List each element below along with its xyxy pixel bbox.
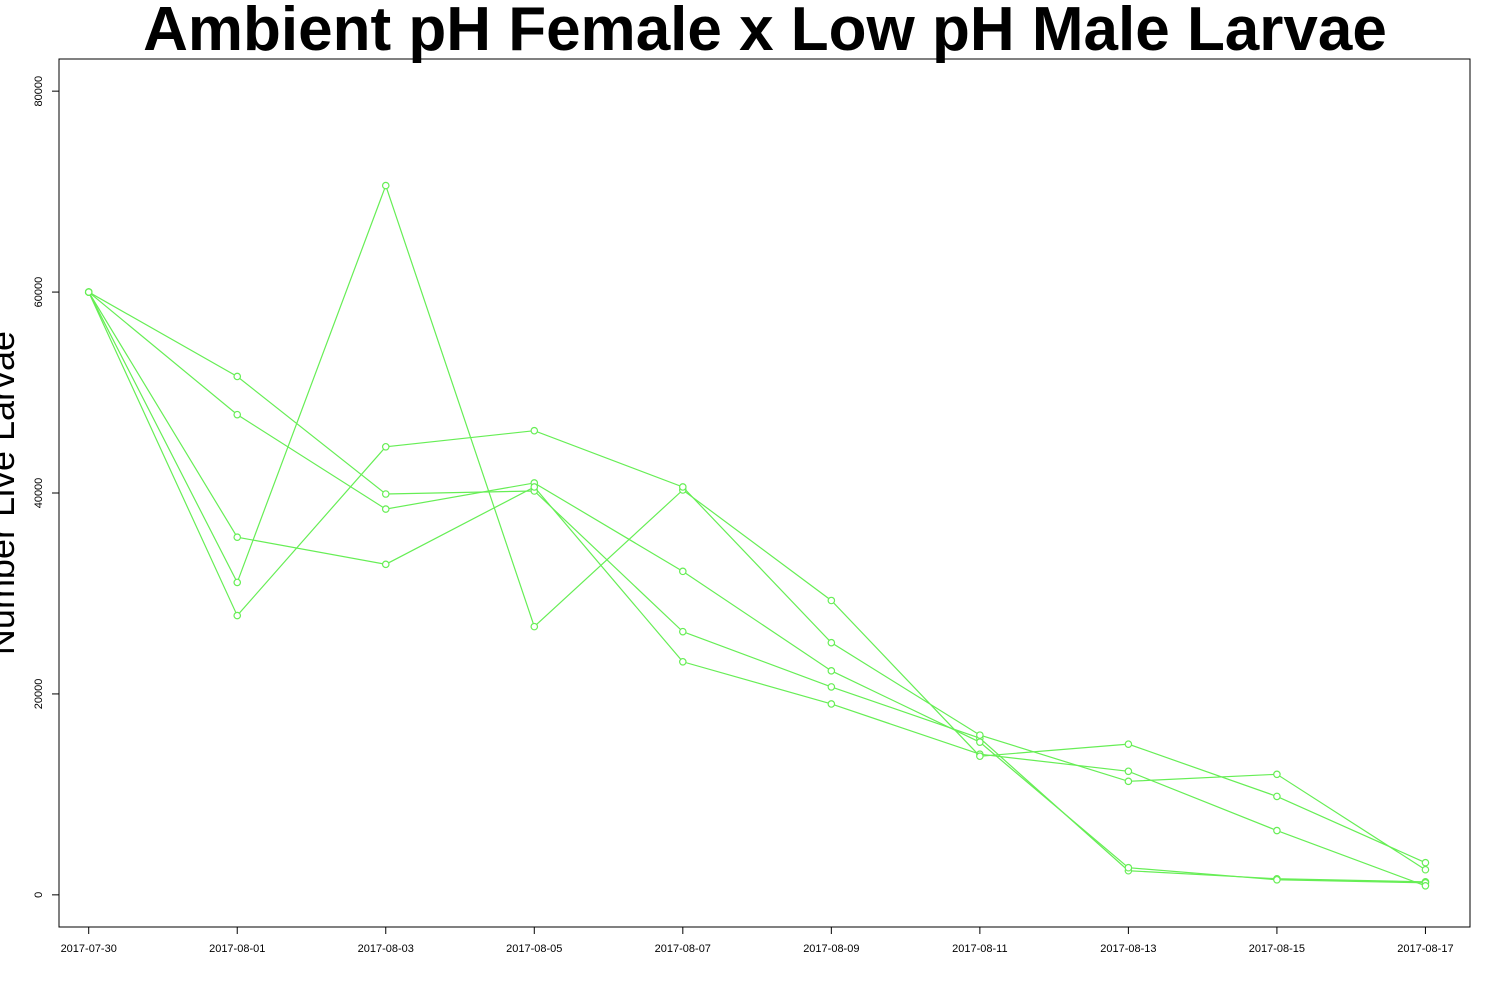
data-point bbox=[381, 181, 390, 190]
y-axis-label: Number Live Larvae bbox=[0, 331, 22, 655]
series-4 bbox=[84, 181, 1430, 867]
series-line bbox=[88, 183, 1426, 864]
x-tick-label: 2017-08-03 bbox=[358, 943, 414, 955]
data-point bbox=[1273, 792, 1281, 801]
data-point bbox=[1421, 858, 1430, 867]
series-3 bbox=[84, 288, 1430, 890]
x-tick-label: 2017-08-09 bbox=[803, 943, 859, 955]
series-line bbox=[88, 291, 1426, 887]
data-point bbox=[381, 442, 390, 451]
data-point bbox=[679, 657, 687, 666]
data-point bbox=[233, 372, 242, 381]
data-point bbox=[679, 567, 687, 576]
series-line bbox=[88, 291, 1426, 883]
axes: 2017-07-30 2017-08-01 2017-08-03 2017-08-05… bbox=[33, 76, 1454, 955]
data-point bbox=[233, 533, 242, 542]
y-tick-label: 80000 bbox=[33, 76, 45, 107]
data-point bbox=[84, 288, 93, 296]
series-5 bbox=[84, 288, 1430, 874]
data-point bbox=[1124, 767, 1133, 776]
x-tick-label: 2017-08-15 bbox=[1249, 943, 1305, 955]
x-tick-label: 2017-08-11 bbox=[952, 943, 1007, 955]
data-point bbox=[1421, 865, 1430, 874]
data-point bbox=[381, 560, 390, 569]
data-point bbox=[1124, 777, 1133, 786]
series-1 bbox=[84, 288, 1430, 886]
x-tick-label: 2017-08-17 bbox=[1397, 943, 1453, 955]
data-point bbox=[976, 731, 984, 739]
data-point bbox=[679, 627, 687, 636]
data-point bbox=[1273, 875, 1281, 884]
x-tick-label: 2017-08-07 bbox=[655, 943, 711, 955]
data-point bbox=[679, 483, 687, 491]
series-2 bbox=[84, 288, 1430, 887]
y-tick-label: 20000 bbox=[33, 679, 45, 710]
y-tick-label: 40000 bbox=[33, 478, 45, 509]
data-point bbox=[233, 611, 242, 620]
y-tick-label: 0 bbox=[33, 892, 45, 898]
chart-title: Ambient pH Female x Low pH Male Larvae bbox=[143, 0, 1387, 64]
data-point bbox=[827, 667, 836, 675]
data-point bbox=[1273, 826, 1281, 835]
series-group bbox=[84, 181, 1430, 890]
data-point bbox=[1124, 863, 1133, 872]
x-tick-label: 2017-08-13 bbox=[1100, 943, 1156, 955]
series-line bbox=[88, 291, 1426, 884]
data-point bbox=[530, 426, 539, 435]
data-point bbox=[976, 738, 984, 746]
data-point bbox=[381, 505, 390, 513]
y-tick-label: 60000 bbox=[33, 277, 45, 308]
data-point bbox=[1124, 740, 1133, 748]
data-point bbox=[233, 410, 242, 419]
data-point bbox=[827, 683, 836, 691]
data-point bbox=[1421, 882, 1430, 890]
data-point bbox=[1273, 770, 1281, 779]
x-tick-label: 2017-08-05 bbox=[506, 943, 562, 955]
data-point bbox=[530, 622, 539, 631]
x-tick-label: 2017-08-01 bbox=[209, 943, 265, 955]
x-tick-label: 2017-07-30 bbox=[61, 943, 117, 955]
series-line bbox=[88, 291, 1426, 871]
data-point bbox=[827, 596, 836, 605]
data-point bbox=[381, 490, 390, 498]
data-point bbox=[530, 483, 539, 491]
data-point bbox=[827, 700, 836, 708]
data-point bbox=[827, 638, 836, 647]
data-point bbox=[233, 578, 242, 587]
data-point bbox=[976, 752, 984, 761]
